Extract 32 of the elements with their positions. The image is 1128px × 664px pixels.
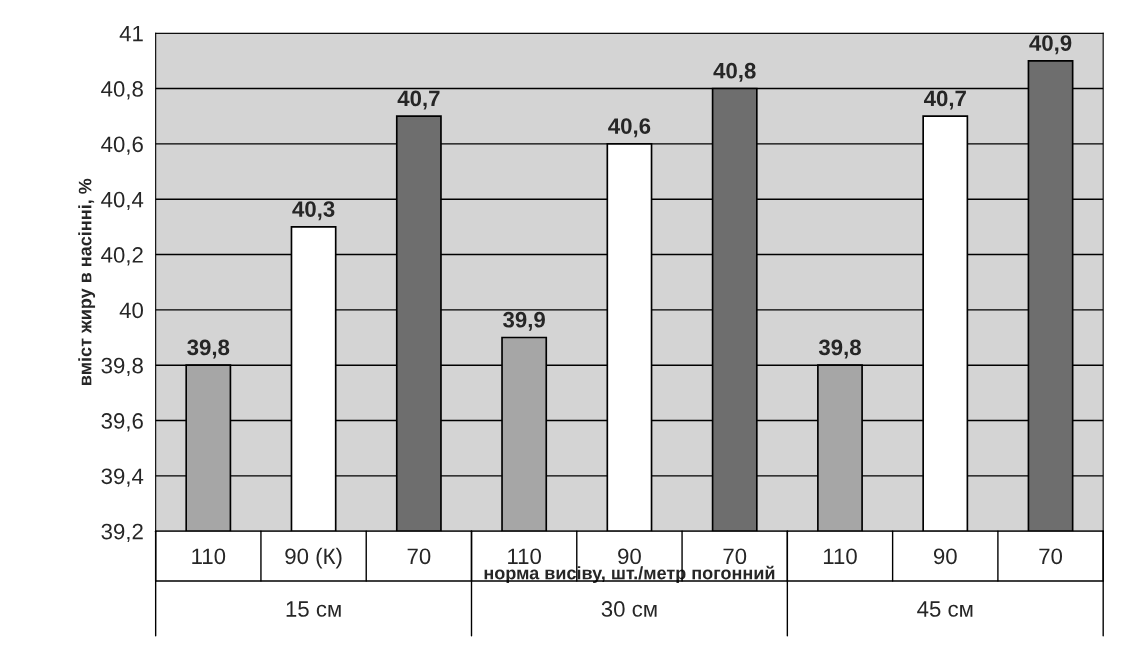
text: 15 см [286, 601, 341, 617]
data-label: 40,7 [923, 90, 966, 110]
text: 30 см [601, 601, 657, 617]
data-label: 39,8 [187, 339, 230, 359]
data-label: 40,3 [292, 201, 335, 221]
x-tick-label: 110 [508, 548, 541, 565]
data-label: 40,9 [1029, 35, 1072, 55]
x-tick-label: 70 [407, 548, 431, 565]
data-label: 39,9 [503, 311, 545, 331]
y-axis-title: вміст жиру в насінні, % [78, 178, 96, 385]
x-tick-label: 90 [618, 548, 641, 565]
text: 45 см [917, 601, 973, 617]
data-label: 40,6 [608, 118, 651, 138]
y-tick-label: 39,8 [101, 357, 143, 377]
x-tick-label: 70 [723, 548, 747, 565]
x-tick-label: 110 [823, 548, 857, 565]
data-label: 39,8 [818, 339, 861, 359]
x-tick-label: 70 [1039, 548, 1063, 565]
y-tick-label: 39,2 [101, 523, 143, 543]
x-tick-label: 90 (К) [285, 547, 342, 569]
y-tick-label: 40,8 [101, 81, 143, 100]
y-tick-label: 41 [119, 25, 143, 42]
data-label: 40,7 [397, 90, 440, 110]
y-tick-label: 39,4 [101, 468, 144, 487]
y-tick-label: 40 [119, 302, 143, 319]
x-tick-label: 110 [192, 548, 226, 565]
y-tick-label: 40,2 [101, 247, 143, 266]
y-tick-label: 40,4 [101, 191, 144, 211]
data-label: 40,8 [713, 62, 756, 82]
x-tick-label: 90 [933, 548, 957, 565]
y-tick-label: 40,6 [101, 136, 143, 155]
y-tick-label: 39,6 [101, 413, 143, 432]
